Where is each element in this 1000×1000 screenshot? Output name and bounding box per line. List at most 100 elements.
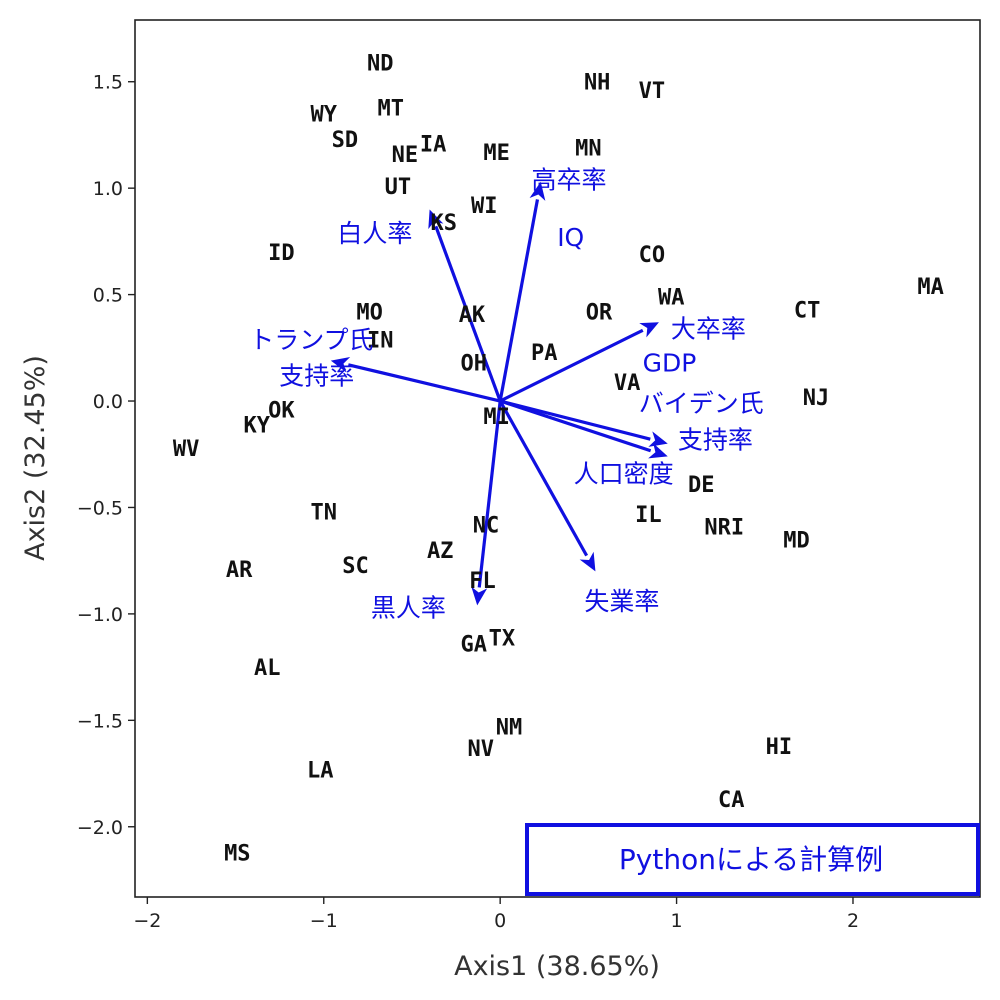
state-point-in: IN bbox=[367, 328, 394, 353]
x-tick-label: −1 bbox=[310, 910, 338, 932]
vector-label: 失業率 bbox=[584, 587, 659, 616]
state-point-vt: VT bbox=[639, 79, 666, 104]
state-point-mo: MO bbox=[356, 301, 383, 326]
state-point-mn: MN bbox=[575, 137, 602, 162]
state-point-nv: NV bbox=[468, 737, 495, 762]
state-point-co: CO bbox=[639, 243, 666, 268]
vector-label: IQ bbox=[557, 223, 584, 252]
vector-arrowhead bbox=[428, 209, 444, 230]
y-tick-label: 1.5 bbox=[93, 72, 123, 94]
vector-arrowhead bbox=[471, 586, 488, 606]
y-axis-label: Axis2 (32.45%) bbox=[20, 355, 51, 561]
vector-白人率 bbox=[428, 209, 502, 402]
vector-label: 支持率 bbox=[279, 361, 354, 390]
state-point-ia: IA bbox=[420, 132, 447, 157]
state-point-ky: KY bbox=[243, 413, 270, 438]
note-box: Pythonによる計算例 bbox=[525, 823, 980, 896]
state-point-la: LA bbox=[307, 758, 334, 783]
vector-shaft bbox=[498, 199, 540, 402]
state-point-ak: AK bbox=[459, 303, 486, 328]
vector-label: トランプ氏 bbox=[249, 325, 373, 354]
state-point-ks: KS bbox=[430, 211, 457, 236]
y-tick-label: −1.5 bbox=[77, 710, 123, 732]
vector-arrowhead bbox=[648, 431, 668, 447]
vector-高卒率 bbox=[498, 181, 546, 402]
axis-ticks: −2 −1 0 1 2 −2.0 −1.5 −1.0 −0.5 0.0 0.5 1.0 1.5 bbox=[77, 72, 859, 932]
vector-バイデン氏支持率 bbox=[499, 399, 668, 447]
vector-shaft bbox=[499, 328, 644, 403]
note-box-frame bbox=[525, 823, 980, 896]
x-tick-label: −2 bbox=[133, 910, 161, 932]
state-point-me: ME bbox=[483, 141, 510, 166]
state-point-ut: UT bbox=[385, 175, 412, 200]
state-point-de: DE bbox=[688, 473, 715, 498]
y-tick-label: −2.0 bbox=[77, 817, 123, 839]
state-point-hi: HI bbox=[766, 735, 793, 760]
state-point-il: IL bbox=[635, 503, 662, 528]
state-point-ct: CT bbox=[794, 298, 821, 323]
vector-arrowhead bbox=[639, 322, 659, 338]
state-point-or: OR bbox=[586, 301, 613, 326]
state-point-nc: NC bbox=[473, 513, 500, 538]
vector-shaft bbox=[477, 400, 502, 588]
state-point-sc: SC bbox=[342, 554, 369, 579]
y-tick-label: 1.0 bbox=[93, 178, 123, 200]
state-point-oh: OH bbox=[460, 352, 487, 377]
state-point-ne: NE bbox=[392, 143, 419, 168]
vector-shaft bbox=[498, 400, 589, 557]
vector-label: 高卒率 bbox=[531, 166, 606, 195]
state-point-wi: WI bbox=[471, 194, 498, 219]
state-point-wy: WY bbox=[311, 103, 338, 128]
vector-label: 支持率 bbox=[678, 425, 753, 454]
vector-人口密度 bbox=[499, 399, 668, 459]
vector-失業率 bbox=[498, 400, 596, 572]
state-point-fl: FL bbox=[469, 569, 496, 594]
state-point-tn: TN bbox=[311, 501, 338, 526]
vector-label: 人口密度 bbox=[574, 459, 674, 488]
y-tick-label: 0.0 bbox=[93, 391, 123, 413]
state-point-nri: NRI bbox=[704, 516, 744, 541]
state-point-ca: CA bbox=[718, 788, 745, 813]
state-point-ok: OK bbox=[268, 399, 295, 424]
state-point-al: AL bbox=[254, 656, 281, 681]
state-point-ma: MA bbox=[917, 275, 944, 300]
plot-frame bbox=[134, 19, 981, 898]
state-point-md: MD bbox=[783, 528, 810, 553]
x-axis-label: Axis1 (38.65%) bbox=[454, 951, 660, 982]
state-point-nj: NJ bbox=[803, 386, 830, 411]
x-tick-label: 0 bbox=[494, 910, 506, 932]
vector-shaft bbox=[499, 399, 652, 453]
vector-arrowhead bbox=[579, 551, 596, 572]
vector-黒人率 bbox=[471, 400, 502, 606]
state-point-id: ID bbox=[268, 241, 295, 266]
y-tick-label: −1.0 bbox=[77, 604, 123, 626]
vector-arrowhead bbox=[330, 356, 351, 373]
vector-label: GDP bbox=[643, 349, 697, 378]
state-point-mt: MT bbox=[378, 96, 405, 121]
vector-label: 大卒率 bbox=[671, 315, 746, 344]
state-point-sd: SD bbox=[332, 128, 359, 153]
state-point-wv: WV bbox=[173, 437, 200, 462]
state-point-ms: MS bbox=[224, 841, 251, 866]
x-tick-label: 1 bbox=[671, 910, 683, 932]
y-tick-label: −0.5 bbox=[77, 497, 123, 519]
state-point-va: VA bbox=[614, 371, 641, 396]
state-point-nd: ND bbox=[367, 52, 394, 77]
loading-vectors bbox=[330, 181, 668, 606]
vector-label: 白人率 bbox=[337, 219, 412, 248]
state-point-ar: AR bbox=[226, 558, 253, 583]
state-point-pa: PA bbox=[531, 341, 558, 366]
vector-label: バイデン氏 bbox=[639, 389, 764, 418]
x-tick-label: 2 bbox=[847, 910, 859, 932]
vector-shaft bbox=[499, 399, 651, 441]
vector-shaft bbox=[347, 363, 501, 403]
vector-トランプ氏支持率 bbox=[330, 356, 501, 403]
state-point-ga: GA bbox=[460, 633, 487, 658]
vector-arrowhead bbox=[529, 181, 546, 201]
vector-arrowhead bbox=[648, 443, 668, 459]
note-text: Pythonによる計算例 bbox=[619, 843, 883, 876]
state-point-mi: MI bbox=[483, 405, 510, 430]
state-point-nm: NM bbox=[496, 716, 523, 741]
